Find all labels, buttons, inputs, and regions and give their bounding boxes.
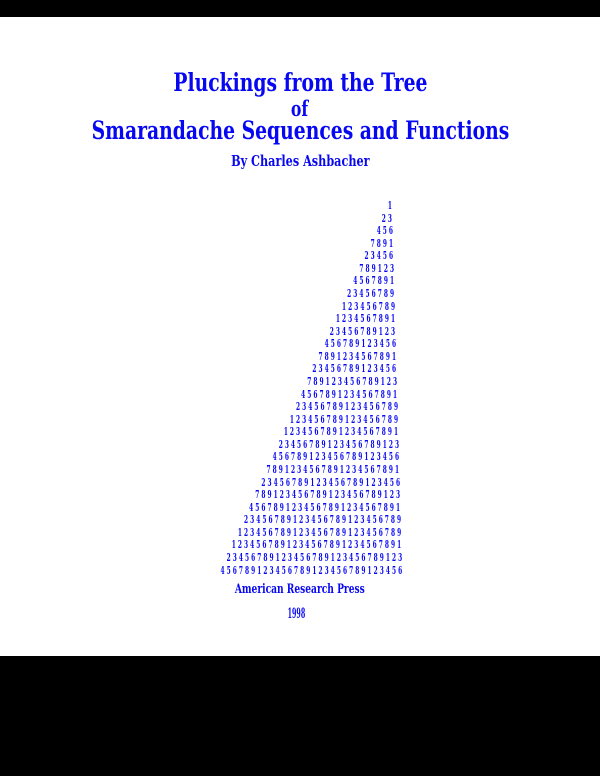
triangle-row: 1 2 3 4 5 6 7 8 9 1 2 3 4 5 6 7 8 9 1 2 … [232,537,402,552]
triangle-row: 1 2 3 4 5 6 7 8 9 1 2 3 4 5 6 7 8 9 1 [284,424,399,439]
book-title-line-2: of [0,98,600,119]
book-title-text-2: of [291,96,309,121]
triangle-row: 4 5 6 [376,223,393,238]
book-title-text-3: Smarandache Sequences and Functions [91,116,509,145]
triangle-row: 1 2 3 4 5 6 7 8 9 1 [335,311,396,326]
triangle-row: 2 3 4 5 6 7 8 9 [347,285,395,300]
book-title-line-1: Pluckings from the Tree [0,70,600,95]
triangle-row: 4 5 6 7 8 9 1 2 3 4 5 6 [324,336,396,351]
triangle-row: 4 5 6 7 8 9 1 2 3 4 5 6 7 8 9 1 2 3 4 5 … [272,449,399,464]
triangle-row: 2 3 [382,210,393,225]
author-byline-text: By Charles Ashbacher [230,152,370,170]
triangle-row: 4 5 6 7 8 9 1 [353,273,395,288]
triangle-row: 7 8 9 1 2 3 4 5 6 7 8 9 1 2 3 4 5 6 7 8 … [255,487,401,502]
triangle-row: 1 2 3 4 5 6 7 8 9 1 2 3 4 5 6 7 8 9 1 2 … [237,524,402,539]
triangle-row: 2 3 4 5 6 7 8 9 1 2 3 4 5 6 7 8 9 1 2 3 [278,436,399,451]
triangle-row: 2 3 4 5 6 7 8 9 1 2 3 4 5 6 7 8 9 1 2 3 … [260,474,400,489]
publisher-name: American Research Press [0,583,600,596]
triangle-row: 2 3 4 5 6 7 8 9 1 2 3 4 5 6 7 8 9 [295,399,398,414]
triangle-row: 2 3 4 5 6 [364,248,394,263]
triangle-row: 1 2 3 4 5 6 7 8 9 [341,298,395,313]
triangle-row: 2 3 4 5 6 7 8 9 1 2 3 [330,323,396,338]
publisher-name-text: American Research Press [235,582,365,597]
publication-year-text: 1998 [287,606,305,622]
author-byline: By Charles Ashbacher [0,154,600,169]
triangle-row: 4 5 6 7 8 9 1 2 3 4 5 6 7 8 9 1 [301,386,398,401]
publication-year: 1998 [0,607,600,621]
triangle-row: 4 5 6 7 8 9 1 2 3 4 5 6 7 8 9 1 2 3 4 5 … [220,562,403,577]
triangle-row: 1 [387,198,392,212]
book-title-text-1: Pluckings from the Tree [172,68,428,97]
triangle-row: 2 3 4 5 6 7 8 9 1 2 3 4 5 6 7 8 9 1 2 3 … [243,512,401,527]
triangle-row: 7 8 9 1 [370,235,394,250]
triangle-row: 2 3 4 5 6 7 8 9 1 2 3 4 5 6 [312,361,397,376]
triangle-row: 7 8 9 1 2 3 4 5 6 7 8 9 1 2 3 4 5 6 7 8 … [266,461,400,476]
triangle-row: 7 8 9 1 2 3 [359,260,394,275]
triangle-row: 4 5 6 7 8 9 1 2 3 4 5 6 7 8 9 1 2 3 4 5 … [249,499,401,514]
triangle-row: 1 2 3 4 5 6 7 8 9 1 2 3 4 5 6 7 8 9 [289,411,398,426]
triangle-row: 7 8 9 1 2 3 4 5 6 7 8 9 1 [318,348,397,363]
book-cover-page: Pluckings from the Tree of Smarandache S… [0,17,600,656]
triangle-row: 7 8 9 1 2 3 4 5 6 7 8 9 1 2 3 [307,373,397,388]
triangle-row: 2 3 4 5 6 7 8 9 1 2 3 4 5 6 7 8 9 1 2 3 … [226,549,402,564]
book-title-line-3: Smarandache Sequences and Functions [0,118,600,143]
